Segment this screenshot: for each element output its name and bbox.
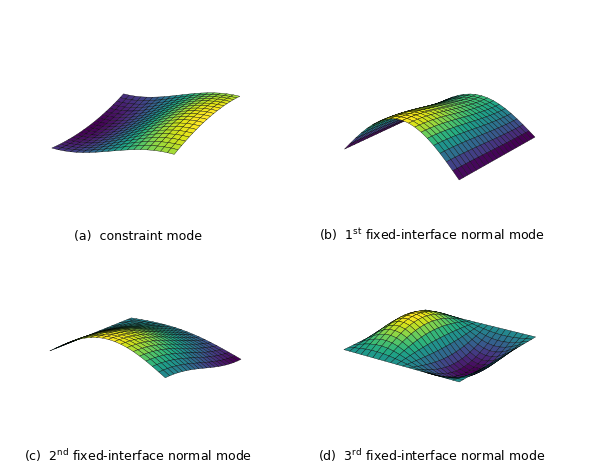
Text: (d)  3$^{\mathrm{rd}}$ fixed-interface normal mode: (d) 3$^{\mathrm{rd}}$ fixed-interface no… [319,447,545,464]
Text: (c)  2$^{\mathrm{nd}}$ fixed-interface normal mode: (c) 2$^{\mathrm{nd}}$ fixed-interface no… [24,447,252,464]
Text: (b)  1$^{\mathrm{st}}$ fixed-interface normal mode: (b) 1$^{\mathrm{st}}$ fixed-interface no… [319,226,545,243]
Text: (a)  constraint mode: (a) constraint mode [74,229,202,243]
